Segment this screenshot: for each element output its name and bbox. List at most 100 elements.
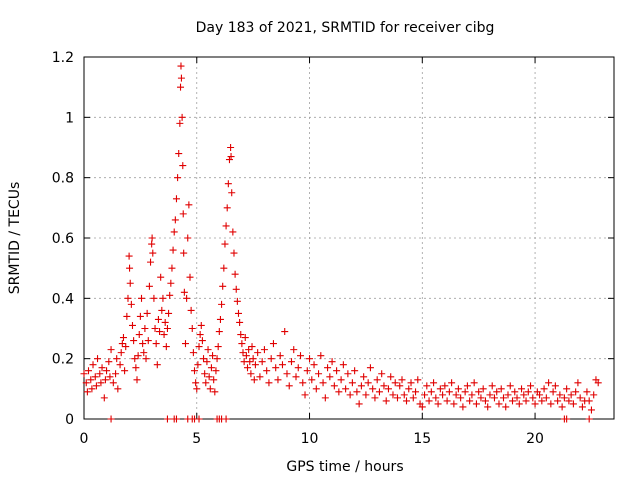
- data-point: [96, 370, 104, 378]
- data-point: [172, 195, 180, 203]
- data-point: [168, 264, 176, 272]
- data-point: [196, 331, 204, 339]
- data-point: [495, 400, 503, 408]
- data-point: [427, 388, 435, 396]
- data-point: [239, 349, 247, 357]
- data-point: [391, 379, 399, 387]
- data-point: [403, 397, 411, 405]
- data-point: [254, 349, 262, 357]
- data-point: [565, 397, 573, 405]
- data-point: [364, 379, 372, 387]
- data-point: [187, 306, 195, 314]
- data-point: [436, 385, 444, 393]
- data-point: [232, 285, 240, 293]
- data-point: [285, 382, 293, 390]
- data-point: [192, 379, 200, 387]
- data-point: [267, 355, 275, 363]
- data-point: [466, 397, 474, 405]
- data-point: [183, 294, 191, 302]
- data-point: [387, 373, 395, 381]
- data-point: [143, 309, 151, 317]
- data-point: [238, 340, 246, 348]
- data-point: [594, 379, 602, 387]
- data-point: [181, 340, 189, 348]
- data-point: [520, 391, 528, 399]
- data-point: [375, 388, 383, 396]
- data-point: [207, 364, 215, 372]
- data-point: [276, 352, 284, 360]
- data-point: [124, 294, 132, 302]
- data-point: [167, 279, 175, 287]
- data-point: [98, 364, 106, 372]
- data-point: [153, 361, 161, 369]
- data-point: [203, 358, 211, 366]
- data-point: [475, 388, 483, 396]
- data-point: [369, 385, 377, 393]
- data-point: [198, 337, 206, 345]
- data-point: [563, 385, 571, 393]
- data-point: [103, 367, 111, 375]
- data-point: [324, 364, 332, 372]
- data-point: [175, 150, 183, 158]
- data-point: [151, 325, 159, 332]
- data-point: [97, 379, 105, 387]
- data-point: [450, 400, 458, 408]
- data-point: [360, 373, 368, 381]
- data-point: [319, 379, 327, 387]
- x-tick-label: 15: [413, 431, 431, 447]
- data-point: [205, 373, 213, 381]
- y-tick-labels: 0 0.2 0.4 0.6 0.8 1 1.2: [52, 50, 74, 428]
- data-point: [572, 388, 580, 396]
- data-point: [283, 370, 291, 378]
- data-point: [159, 294, 167, 302]
- data-point: [247, 370, 255, 378]
- data-point: [380, 382, 388, 390]
- data-point: [400, 391, 408, 399]
- data-point: [398, 376, 406, 384]
- data-point: [479, 385, 487, 393]
- data-point: [348, 379, 356, 387]
- data-point: [330, 382, 338, 390]
- data-point: [567, 391, 575, 399]
- data-point: [201, 370, 209, 378]
- y-tick-label: 0.2: [52, 352, 74, 368]
- data-point: [524, 388, 532, 396]
- data-point: [297, 352, 305, 360]
- data-point: [101, 376, 109, 384]
- y-tick-label: 0.6: [52, 231, 74, 247]
- data-point: [583, 388, 591, 396]
- x-tick-labels: 0 5 10 15 20: [80, 431, 544, 447]
- data-point: [389, 391, 397, 399]
- data-point: [493, 388, 501, 396]
- data-point: [121, 367, 129, 375]
- data-point: [244, 364, 252, 372]
- data-point: [113, 355, 121, 363]
- data-points: [80, 62, 602, 423]
- data-point: [204, 346, 212, 354]
- data-point: [515, 400, 523, 408]
- data-point: [80, 370, 88, 378]
- data-point: [256, 373, 264, 381]
- data-point: [180, 288, 188, 296]
- data-point: [185, 201, 193, 209]
- data-point: [459, 403, 467, 411]
- data-point: [179, 162, 187, 170]
- data-point: [578, 403, 586, 411]
- data-point: [351, 367, 359, 375]
- data-point: [216, 315, 224, 323]
- data-point: [140, 349, 148, 357]
- data-point: [176, 119, 184, 127]
- data-point: [250, 376, 258, 384]
- data-point: [522, 397, 530, 405]
- data-point: [585, 415, 593, 423]
- data-point: [299, 379, 307, 387]
- data-point: [308, 376, 316, 384]
- data-point: [195, 415, 203, 423]
- data-point: [242, 352, 250, 360]
- data-point: [227, 153, 235, 161]
- data-point: [378, 370, 386, 378]
- data-point: [233, 297, 241, 305]
- data-point: [165, 309, 173, 317]
- data-point: [148, 240, 156, 248]
- data-point: [484, 403, 492, 411]
